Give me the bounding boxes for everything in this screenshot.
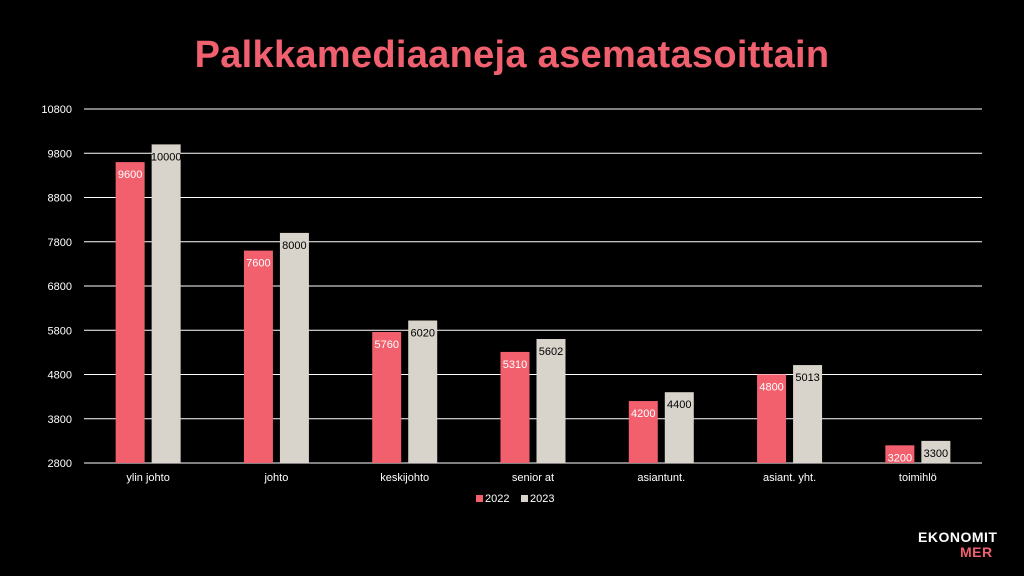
bar-2022 (500, 351, 530, 463)
x-tick-label: toimihlö (899, 472, 937, 484)
data-label: 8000 (282, 240, 306, 252)
legend-swatch-2022 (476, 495, 483, 502)
data-label: 7600 (246, 258, 270, 270)
ekonomit-logo: EKONOMIT MER (918, 530, 997, 560)
legend-swatch-2023 (521, 495, 528, 502)
y-tick-label: 8800 (48, 193, 72, 205)
data-label: 5760 (374, 339, 398, 351)
y-tick-label: 5800 (48, 325, 72, 337)
legend-label: 2022 (485, 493, 509, 505)
data-label: 4200 (631, 408, 655, 420)
data-label: 9600 (118, 169, 142, 181)
y-tick-label: 7800 (48, 237, 72, 249)
legend-label: 2023 (530, 493, 554, 505)
data-label: 10000 (151, 151, 182, 163)
y-tick-label: 3800 (48, 414, 72, 426)
data-label: 3200 (888, 452, 912, 464)
logo-line-1: EKONOMIT (918, 529, 998, 545)
bar-2023 (279, 232, 309, 463)
data-label: 6020 (410, 328, 434, 340)
y-tick-label: 10800 (41, 104, 72, 116)
data-label: 5013 (795, 372, 819, 384)
bar-2022 (372, 332, 402, 463)
y-tick-label: 9800 (48, 148, 72, 160)
data-label: 4800 (759, 382, 783, 394)
bar-2023 (664, 392, 694, 463)
bar-2023 (408, 320, 438, 463)
data-label: 5310 (503, 359, 527, 371)
bar-2022 (628, 401, 658, 463)
data-label: 4400 (667, 399, 691, 411)
bar-2022 (885, 445, 915, 463)
bar-2023 (793, 365, 823, 463)
x-tick-label: asiant. yht. (763, 472, 816, 484)
chart-title: Palkkamediaaneja asematasoittain (194, 34, 830, 76)
x-tick-label: asiantunt. (637, 472, 685, 484)
bar-2023 (921, 440, 951, 463)
y-tick-label: 4800 (48, 370, 72, 382)
y-tick-label: 6800 (48, 281, 72, 293)
x-tick-label: johto (263, 472, 288, 484)
y-tick-label: 2800 (48, 458, 72, 470)
logo-line-2: MER (960, 544, 993, 560)
data-label: 5602 (539, 346, 563, 358)
bar-2023 (536, 339, 566, 463)
x-tick-label: ylin johto (126, 472, 169, 484)
bar-2023 (151, 144, 181, 463)
data-label: 3300 (924, 448, 948, 460)
bar-2022 (757, 374, 787, 463)
bar-2022 (243, 250, 273, 463)
bar-2022 (115, 162, 145, 463)
x-tick-label: senior at (512, 472, 554, 484)
x-tick-label: keskijohto (380, 472, 429, 484)
